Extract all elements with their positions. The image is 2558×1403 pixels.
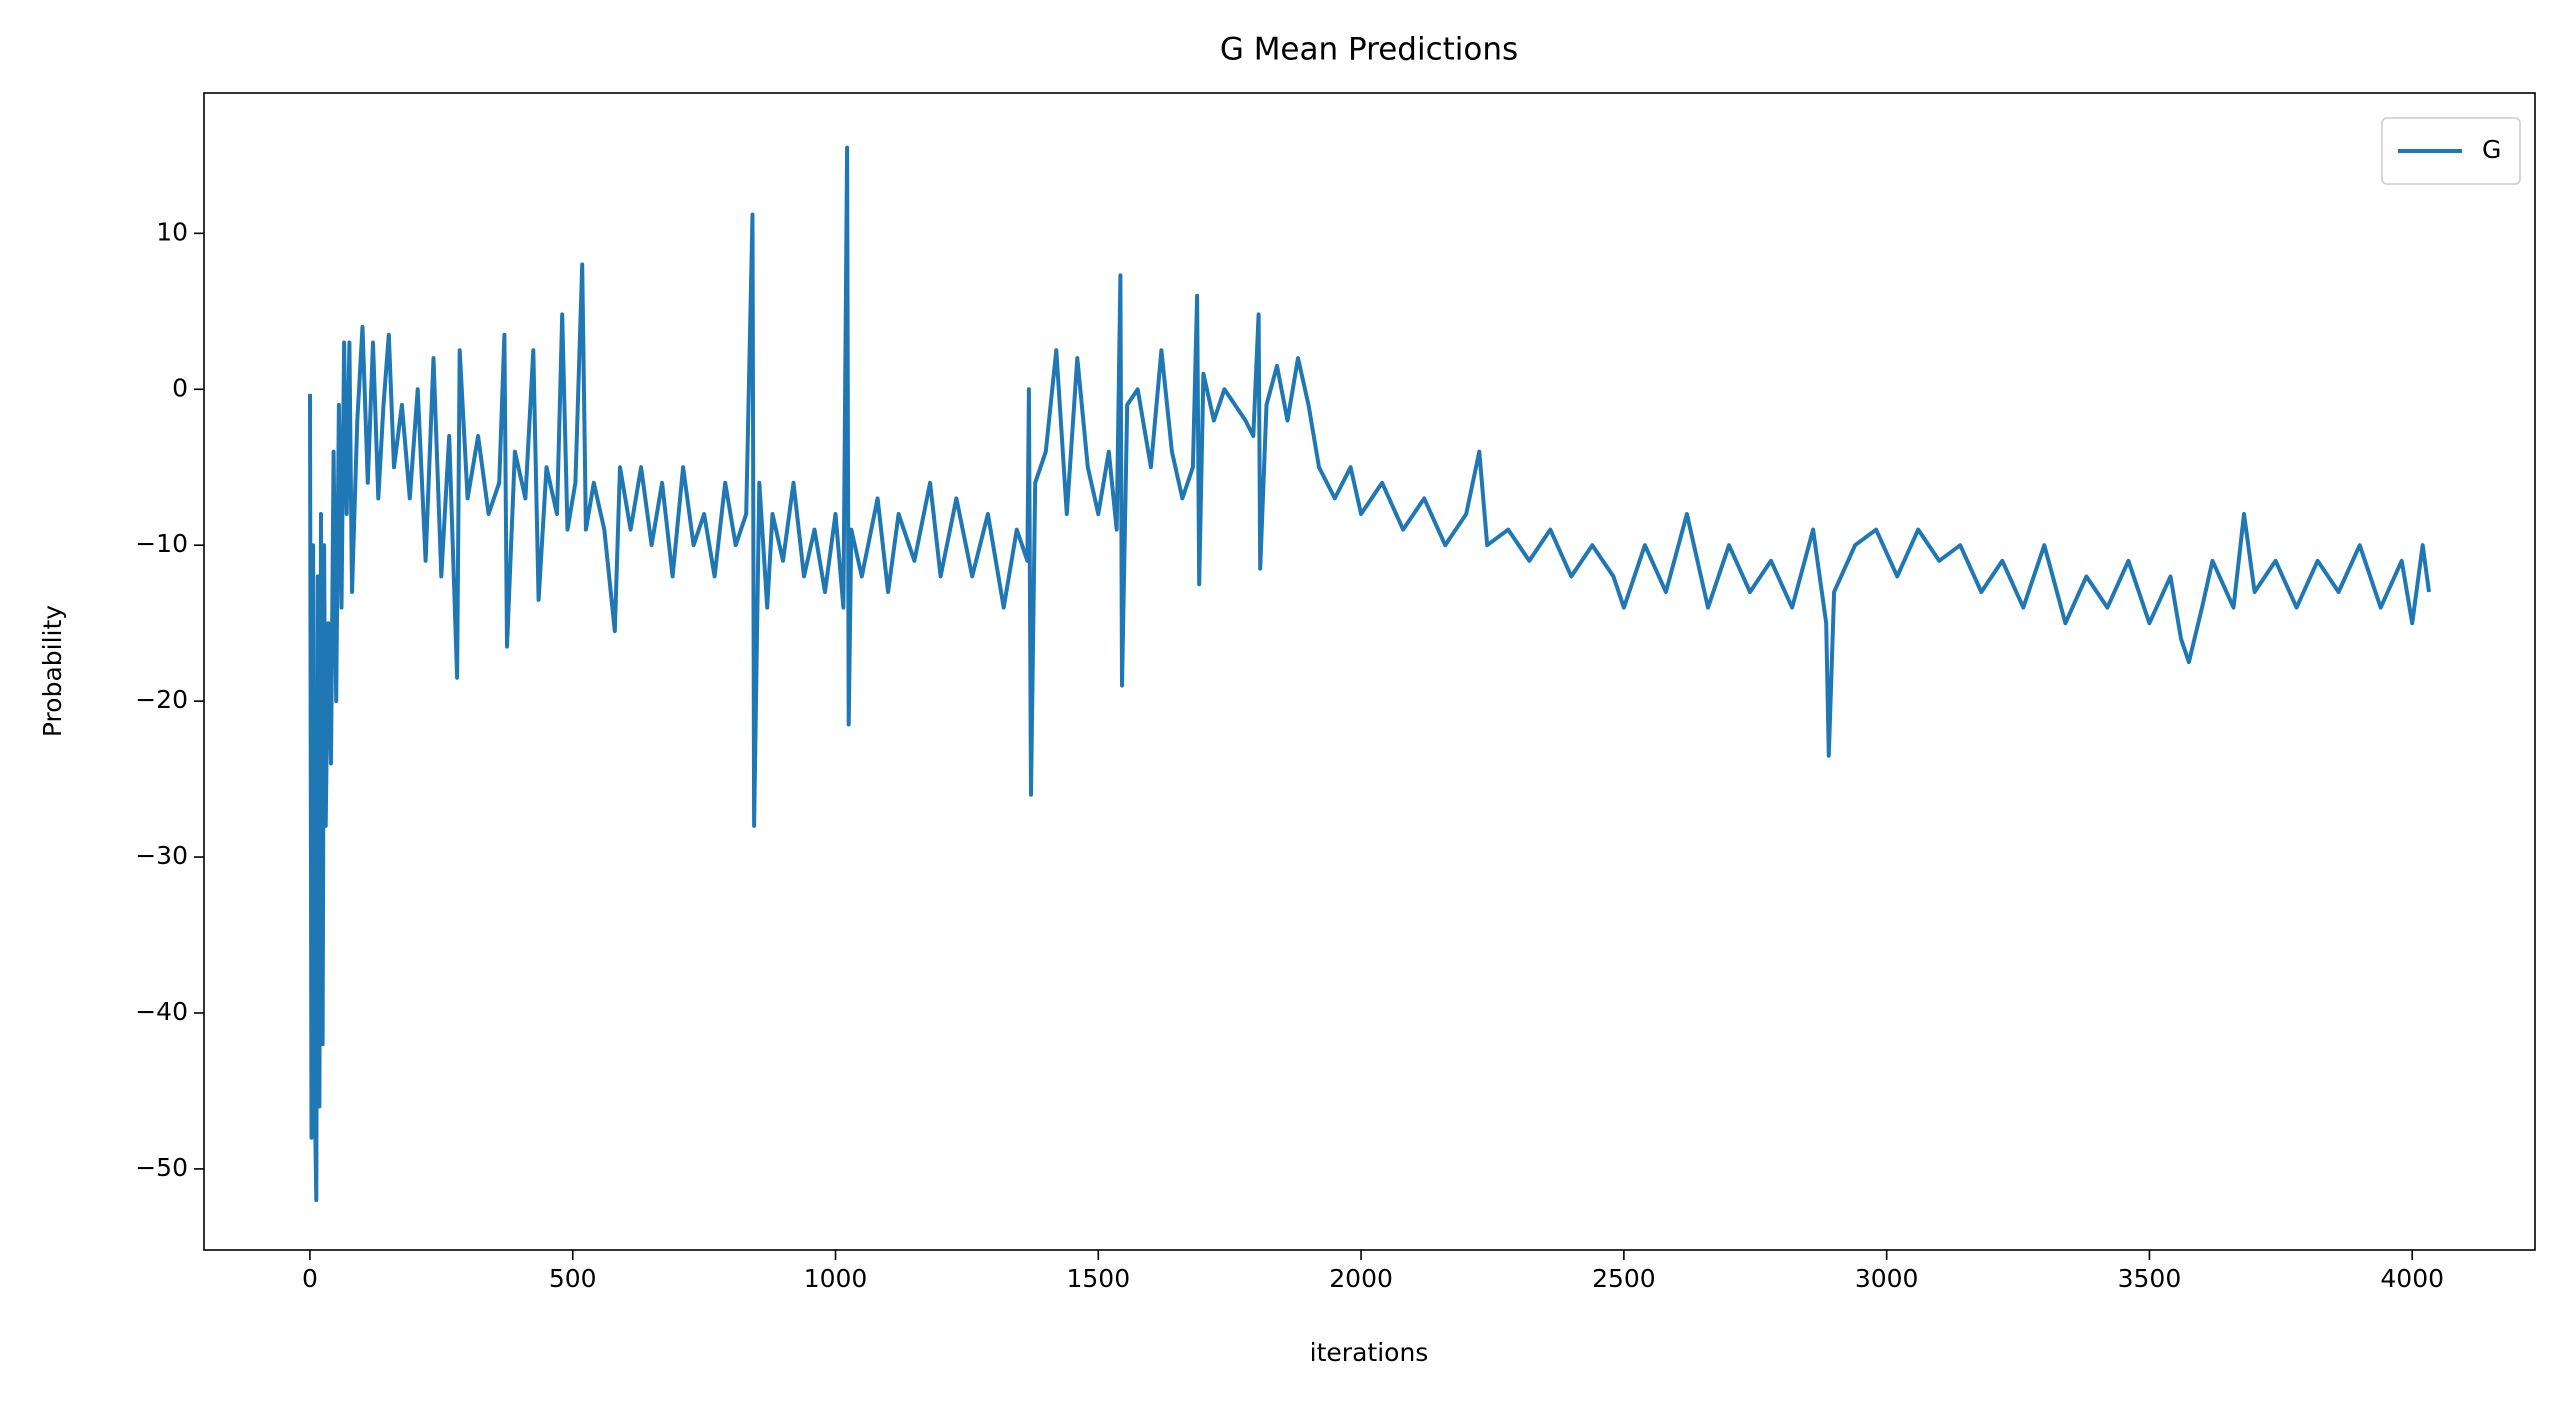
x-tick-label: 3500	[2118, 1264, 2182, 1293]
y-tick-label: −20	[135, 685, 188, 714]
y-tick-label: −10	[135, 529, 188, 558]
y-tick-label: 0	[172, 373, 188, 402]
y-tick-label: 10	[156, 217, 188, 246]
x-tick-label: 1500	[1066, 1264, 1130, 1293]
plot-frame	[203, 92, 2536, 1251]
y-tick-label: −50	[135, 1153, 188, 1182]
x-tick-label: 4000	[2380, 1264, 2444, 1293]
x-axis-label: iterations	[1310, 1338, 1429, 1367]
y-axis-label: Probability	[38, 605, 67, 737]
y-tick-label: −40	[135, 997, 188, 1026]
line-series	[308, 145, 2431, 1203]
y-tick-label: −30	[135, 841, 188, 870]
x-tick-label: 1000	[804, 1264, 868, 1293]
x-tick-label: 3000	[1855, 1264, 1919, 1293]
legend-label: G	[2482, 135, 2501, 164]
x-tick-label: 2500	[1592, 1264, 1656, 1293]
x-tick-label: 0	[302, 1264, 318, 1293]
x-tick-label: 2000	[1329, 1264, 1393, 1293]
chart-title: G Mean Predictions	[1220, 32, 1518, 68]
x-tick-label: 500	[549, 1264, 597, 1293]
